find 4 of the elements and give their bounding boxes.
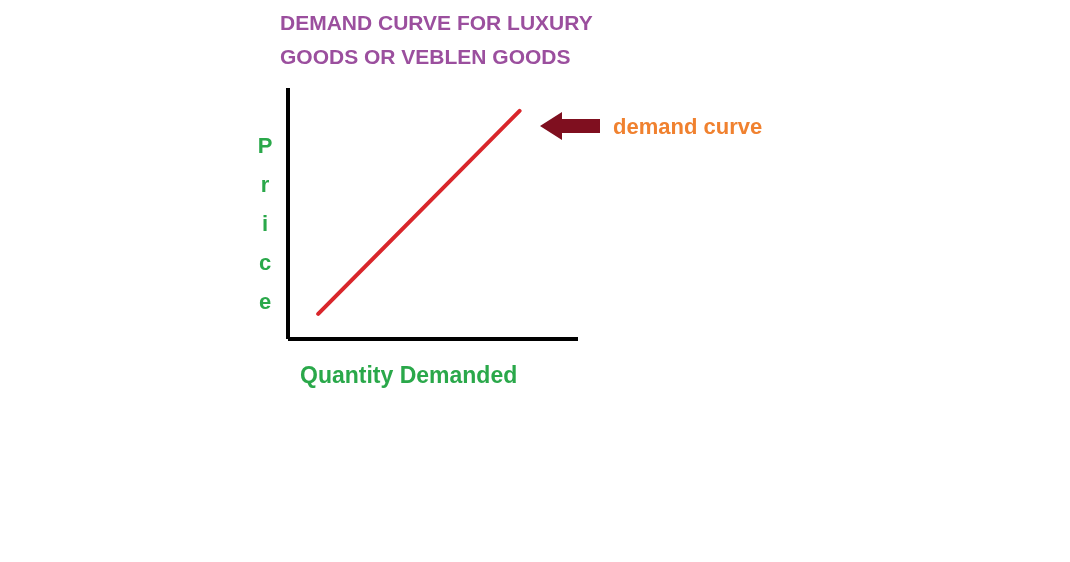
y-axis-title: Price [256, 132, 274, 316]
chart-title: DEMAND CURVE FOR LUXURY GOODS OR VEBLEN GOODS [280, 10, 594, 70]
x-axis-title: Quantity Demanded [300, 362, 518, 389]
text: demand curve [613, 114, 763, 140]
